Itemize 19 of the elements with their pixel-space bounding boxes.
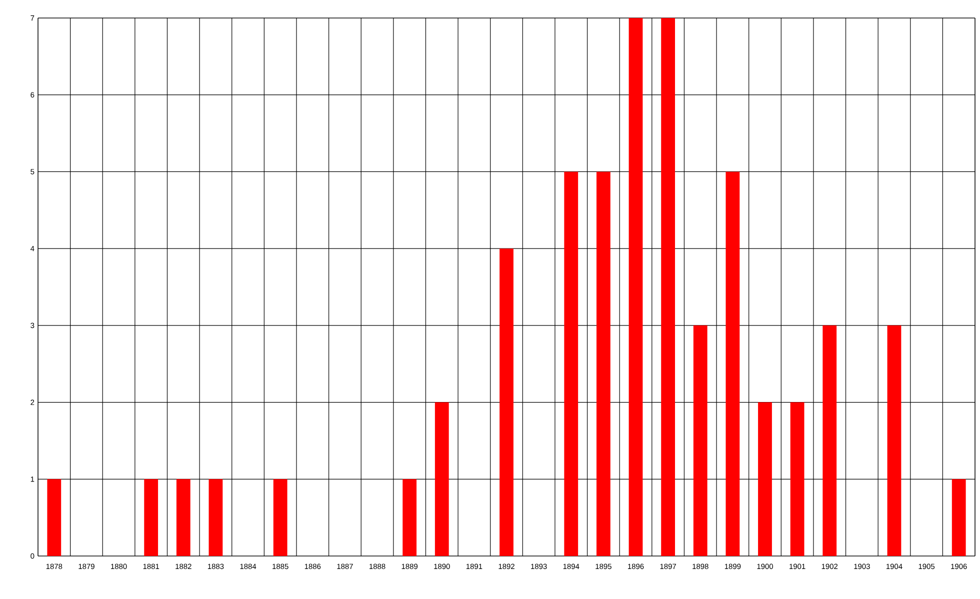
bar: [208, 479, 223, 556]
bar: [596, 172, 610, 556]
bar: [628, 18, 643, 556]
bar: [402, 479, 417, 556]
bar: [693, 325, 708, 556]
bar: [47, 479, 62, 556]
bar: [434, 402, 449, 556]
bar: [661, 18, 676, 556]
bar: [952, 479, 966, 556]
bar: [564, 172, 578, 556]
bar: [758, 402, 772, 556]
bar: [726, 172, 740, 556]
bar: [144, 479, 158, 556]
bar: [273, 479, 288, 556]
bar: [176, 479, 190, 556]
bar: [500, 248, 514, 556]
bar: [887, 325, 902, 556]
bar: [790, 402, 804, 556]
bar: [822, 325, 837, 556]
